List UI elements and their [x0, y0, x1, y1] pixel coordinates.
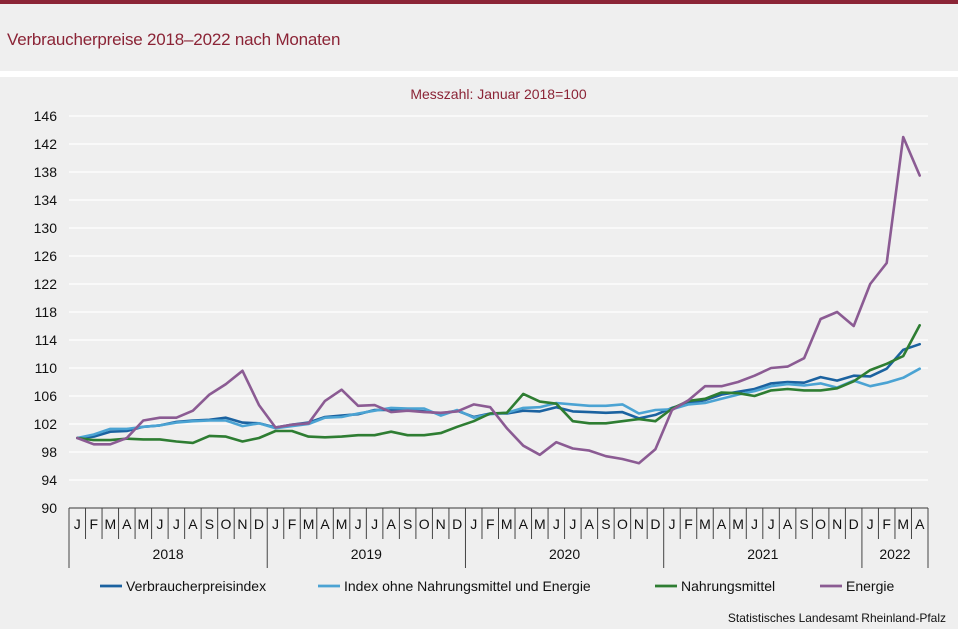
source-note: Statistisches Landesamt Rheinland-Pfalz	[727, 611, 946, 625]
x-tick-label: J	[173, 516, 180, 532]
x-tick-label: J	[553, 516, 560, 532]
y-tick-label: 142	[34, 136, 58, 152]
x-tick-label: A	[915, 516, 925, 532]
x-tick-label: O	[617, 516, 628, 532]
year-label: 2022	[879, 546, 910, 562]
x-tick-label: J	[371, 516, 378, 532]
x-tick-label: S	[205, 516, 214, 532]
x-tick-label: D	[452, 516, 462, 532]
x-tick-label: F	[486, 516, 495, 532]
legend-label: Verbraucherpreisindex	[126, 578, 266, 594]
x-tick-label: D	[254, 516, 264, 532]
chart-panel: Messzahl: Januar 2018=100 90 94 98 102 106 110…	[0, 77, 958, 629]
x-tick-label: M	[303, 516, 315, 532]
y-tick-label: 94	[41, 472, 57, 488]
x-tick-label: J	[74, 516, 81, 532]
y-tick-label: 90	[41, 500, 57, 516]
legend-item: Verbraucherpreisindex	[100, 578, 266, 594]
x-tick-label: J	[867, 516, 874, 532]
x-tick-label: D	[650, 516, 660, 532]
y-tick-label: 126	[34, 248, 58, 264]
year-label: 2019	[351, 546, 382, 562]
x-tick-label: F	[684, 516, 693, 532]
x-tick-label: A	[122, 516, 132, 532]
y-tick-label: 98	[41, 444, 57, 460]
x-tick-label: N	[436, 516, 446, 532]
x-tick-label: J	[569, 516, 576, 532]
x-tick-label: M	[732, 516, 744, 532]
legend-label: Energie	[846, 578, 894, 594]
x-tick-label: F	[288, 516, 297, 532]
x-tick-label: A	[783, 516, 793, 532]
x-tick-label: F	[882, 516, 891, 532]
x-tick-label: N	[634, 516, 644, 532]
legend-item: Index ohne Nahrungsmittel und Energie	[318, 578, 591, 594]
x-tick-label: M	[138, 516, 150, 532]
y-tick-label: 138	[34, 164, 58, 180]
series-line	[76, 367, 922, 440]
x-tick-label: O	[419, 516, 430, 532]
legend-label: Index ohne Nahrungsmittel und Energie	[344, 578, 591, 594]
x-tick-label: J	[355, 516, 362, 532]
series-line	[76, 324, 922, 445]
x-tick-label: J	[751, 516, 758, 532]
x-tick-label: J	[272, 516, 279, 532]
x-tick-label: J	[668, 516, 675, 532]
y-tick-label: 130	[34, 220, 58, 236]
x-tick-label: A	[188, 516, 198, 532]
x-tick-label: S	[601, 516, 610, 532]
x-tick-label: J	[768, 516, 775, 532]
x-tick-label: S	[799, 516, 808, 532]
year-label: 2020	[549, 546, 580, 562]
x-tick-label: F	[89, 516, 98, 532]
x-tick-label: M	[501, 516, 513, 532]
y-tick-label: 106	[34, 388, 58, 404]
y-tick-label: 102	[34, 416, 58, 432]
x-tick-label: O	[815, 516, 826, 532]
x-tick-label: N	[237, 516, 247, 532]
x-tick-label: A	[320, 516, 330, 532]
series-line	[76, 135, 922, 465]
x-tick-label: O	[220, 516, 231, 532]
line-chart: Messzahl: Januar 2018=100 90 94 98 102 106 110…	[34, 86, 929, 594]
top-accent-bar	[0, 0, 958, 4]
legend-item: Nahrungsmittel	[655, 578, 775, 594]
x-tick-label: M	[104, 516, 116, 532]
x-tick-label: D	[849, 516, 859, 532]
x-tick-label: J	[470, 516, 477, 532]
year-label: 2021	[747, 546, 778, 562]
y-tick-label: 110	[35, 360, 58, 376]
x-tick-label: A	[717, 516, 727, 532]
x-tick-label: S	[403, 516, 412, 532]
x-tick-label: A	[386, 516, 396, 532]
chart-subtitle: Messzahl: Januar 2018=100	[410, 86, 586, 102]
x-tick-label: J	[156, 516, 163, 532]
legend-label: Nahrungsmittel	[681, 578, 775, 594]
year-label: 2018	[153, 546, 184, 562]
x-tick-label: M	[534, 516, 546, 532]
x-tick-label: M	[336, 516, 348, 532]
x-tick-label: A	[585, 516, 595, 532]
y-tick-label: 118	[35, 304, 58, 320]
page-title: Verbraucherpreise 2018–2022 nach Monaten	[7, 30, 341, 49]
legend-item: Energie	[820, 578, 894, 594]
x-tick-label: N	[832, 516, 842, 532]
x-tick-label: M	[897, 516, 909, 532]
header: Verbraucherpreise 2018–2022 nach Monaten	[0, 4, 958, 71]
x-tick-label: M	[699, 516, 711, 532]
x-tick-label: A	[519, 516, 529, 532]
y-tick-label: 114	[35, 332, 58, 348]
y-tick-label: 146	[34, 108, 58, 124]
y-tick-label: 122	[34, 276, 58, 292]
y-tick-label: 134	[34, 192, 58, 208]
